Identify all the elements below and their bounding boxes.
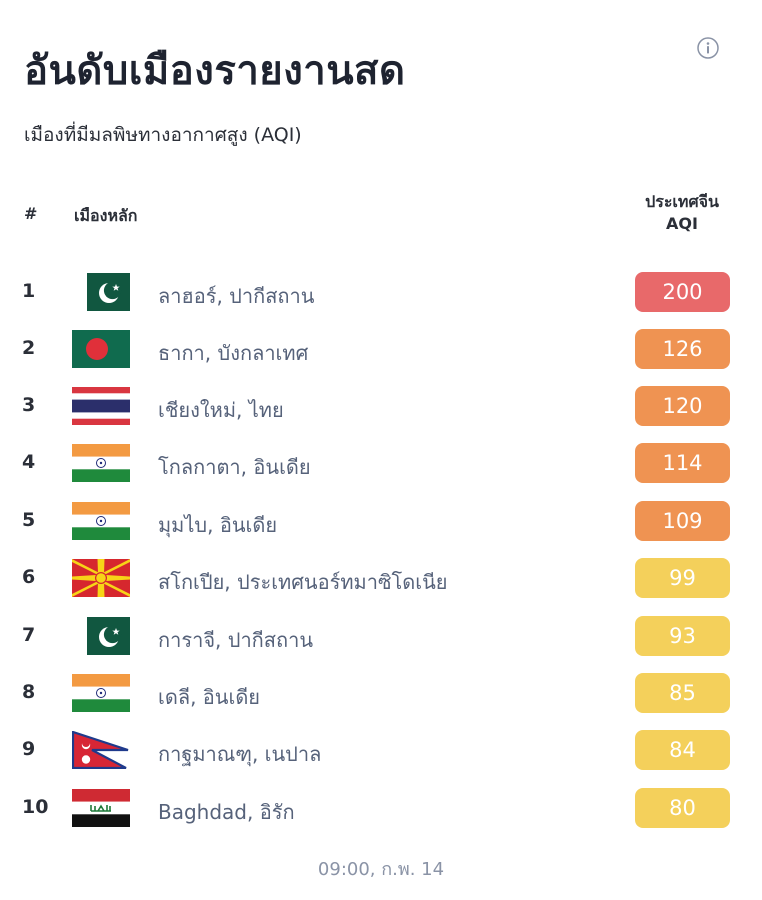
column-header-aqi: ประเทศจีน AQI [626,191,738,235]
rank-number: 10 [22,796,49,818]
iraq-flag-icon [72,789,130,827]
aqi-badge: 80 [635,788,730,828]
table-row[interactable]: 6 สโกเปีย, ประเทศนอร์ทมาซิโดเนีย 99 [0,556,762,600]
rank-number: 1 [22,280,36,302]
table-row[interactable]: 7 การาจี, ปากีสถาน 93 [0,614,762,658]
aqi-badge: 84 [635,730,730,770]
city-name: สโกเปีย, ประเทศนอร์ทมาซิโดเนีย [158,570,448,594]
india-flag-icon [72,674,130,712]
city-name: ธากา, บังกลาเทศ [158,341,309,365]
india-flag-icon [72,444,130,482]
rank-number: 8 [22,681,36,703]
city-name: เชียงใหม่, ไทย [158,398,284,422]
column-header-aqi-country: ประเทศจีน [645,192,719,211]
pakistan-flag-icon [86,273,130,311]
table-row[interactable]: 1 ลาฮอร์, ปากีสถาน 200 [0,270,762,314]
table-row[interactable]: 4 โกลกาตา, อินเดีย 114 [0,441,762,485]
table-row[interactable]: 2 ธากา, บังกลาเทศ 126 [0,327,762,371]
north-macedonia-flag-icon [72,559,130,597]
table-row[interactable]: 10 Baghdad, อิรัก 80 [0,786,762,830]
rank-number: 5 [22,509,36,531]
city-name: โกลกาตา, อินเดีย [158,455,311,479]
aqi-badge: 109 [635,501,730,541]
aqi-badge: 99 [635,558,730,598]
column-header-rank: # [24,204,38,223]
column-header-city: เมืองหลัก [74,206,138,225]
table-row[interactable]: 3 เชียงใหม่, ไทย 120 [0,384,762,428]
city-name: ลาฮอร์, ปากีสถาน [158,284,315,308]
table-row[interactable]: 9 กาฐมาณฑุ, เนปาล 84 [0,728,762,772]
rank-number: 9 [22,738,36,760]
aqi-badge: 114 [635,443,730,483]
aqi-badge: 200 [635,272,730,312]
rank-number: 4 [22,451,36,473]
pakistan-flag-icon [86,617,130,655]
city-name: เดลี, อินเดีย [158,685,261,709]
page-subtitle: เมืองที่มีมลพิษทางอากาศสูง (AQI) [24,124,302,146]
city-name: มุมไบ, อินเดีย [158,513,278,537]
aqi-badge: 120 [635,386,730,426]
info-circle-icon[interactable] [697,37,719,59]
rank-number: 6 [22,566,36,588]
bangladesh-flag-icon [72,330,130,368]
city-name: Baghdad, อิรัก [158,800,295,824]
city-name: การาจี, ปากีสถาน [158,628,313,652]
city-name: กาฐมาณฑุ, เนปาล [158,742,322,766]
rank-number: 3 [22,394,36,416]
table-row[interactable]: 5 มุมไบ, อินเดีย 109 [0,499,762,543]
india-flag-icon [72,502,130,540]
update-timestamp: 09:00, ก.พ. 14 [317,859,445,880]
rank-number: 2 [22,337,36,359]
rank-number: 7 [22,624,36,646]
nepal-flag-icon [72,731,129,769]
table-row[interactable]: 8 เดลี, อินเดีย 85 [0,671,762,715]
page-title: อันดับเมืองรายงานสด [24,48,406,94]
aqi-badge: 126 [635,329,730,369]
column-header-aqi-label: AQI [666,214,698,233]
thailand-flag-icon [72,387,130,425]
aqi-badge: 93 [635,616,730,656]
aqi-badge: 85 [635,673,730,713]
